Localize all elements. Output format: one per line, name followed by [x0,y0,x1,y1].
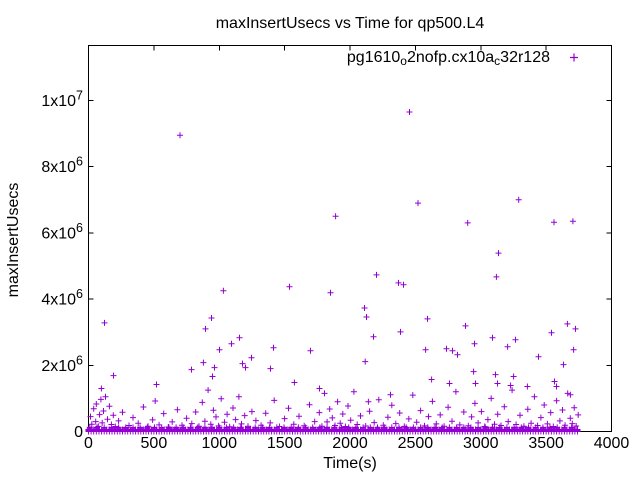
y-axis-ticks: 0 2x106 4x106 6x106 8x106 1x107 [41,88,612,441]
scatter-points-path [85,109,582,435]
y-tick-label: 6x106 [41,221,83,243]
scatter-points [85,109,582,435]
x-tick-label: 1500 [267,435,303,452]
y-tick-label: 8x106 [41,155,83,177]
x-tick-label: 3000 [463,435,499,452]
x-tick-label: 4000 [594,435,630,452]
plot-border-rect [88,45,612,432]
x-tick-label: 2500 [398,435,434,452]
plot-border [88,45,612,432]
legend-label: pg1610o2nofp.cx10ac32r128 [347,49,550,68]
y-tick-label: 2x106 [41,353,83,375]
x-axis-ticks: 0 500 1000 1500 2000 2500 3000 3500 4000 [84,45,630,452]
legend: pg1610o2nofp.cx10ac32r128 [347,49,578,68]
legend-marker-plus-icon [570,53,578,62]
y-tick-label: 0 [74,424,83,441]
x-tick-label: 2000 [332,435,368,452]
y-tick-label: 4x106 [41,287,83,309]
chart-title: maxInsertUsecs vs Time for qp500.L4 [216,15,485,32]
x-tick-label: 3500 [528,435,564,452]
x-tick-label: 0 [84,435,93,452]
y-tick-label: 1x107 [41,88,83,110]
y-axis-label: maxInsertUsecs [5,183,22,298]
x-tick-label: 500 [141,435,168,452]
x-tick-label: 1000 [201,435,237,452]
x-axis-label: Time(s) [323,455,377,472]
plus-marker-icon [570,53,578,62]
